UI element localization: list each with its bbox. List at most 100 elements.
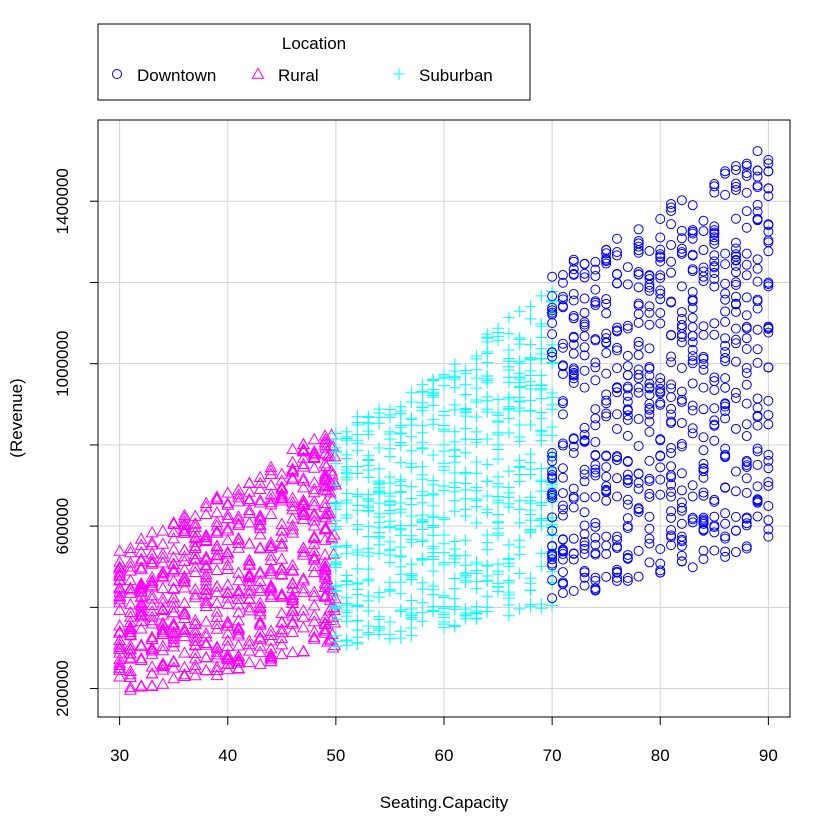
point-rural [156,581,170,594]
point-suburban [502,465,515,478]
point-rural [145,666,159,679]
point-downtown [720,346,731,357]
point-downtown [579,268,590,279]
point-rural [232,598,246,610]
point-downtown [655,318,666,329]
point-rural [178,667,191,680]
point-suburban [351,583,364,596]
point-downtown [698,545,709,556]
point-rural [134,653,148,666]
point-rural [156,566,170,579]
point-downtown [633,382,644,393]
point-downtown [720,508,731,519]
point-rural [188,517,202,529]
point-rural [210,648,224,660]
point-suburban [459,467,472,480]
point-downtown [698,432,709,443]
point-suburban [459,388,472,401]
point-rural [318,435,332,448]
point-rural [178,543,191,555]
point-rural [167,525,181,538]
point-rural [286,455,300,467]
point-downtown [612,322,622,333]
point-suburban [416,513,429,526]
point-rural [167,517,181,529]
y-tick-label: 600000 [53,498,72,555]
point-downtown [579,567,590,578]
point-downtown [612,247,622,258]
point-downtown [579,469,590,480]
point-suburban [351,562,364,575]
point-downtown [763,166,774,177]
point-suburban [470,557,483,570]
point-rural [145,644,159,656]
point-rural [242,554,256,566]
point-downtown [763,226,774,237]
point-downtown [601,471,612,482]
point-rural [156,602,170,614]
point-suburban [416,385,429,398]
point-rural [156,603,170,616]
point-rural [134,562,148,575]
point-rural [123,683,137,695]
point-suburban [416,473,429,486]
point-rural [242,492,256,505]
point-suburban [535,331,548,344]
point-downtown [763,191,774,202]
point-downtown [601,298,612,309]
point-downtown [666,540,677,551]
point-rural [327,600,341,612]
point-downtown [644,301,655,312]
point-rural [221,578,235,590]
point-rural [123,652,137,664]
point-downtown [644,455,655,466]
point-downtown [568,365,579,376]
point-suburban [394,603,407,616]
point-rural [156,625,170,638]
point-suburban [470,352,483,365]
point-suburban [362,459,375,472]
point-downtown [741,379,752,390]
point-suburban [383,403,396,416]
point-rural [307,498,321,511]
point-rural [134,622,148,634]
point-rural [221,650,235,663]
point-downtown [666,379,677,390]
point-downtown [676,502,687,513]
point-downtown [579,259,590,270]
point-downtown [687,344,698,355]
point-rural [296,581,310,594]
point-rural [167,562,181,575]
point-downtown [763,237,774,248]
point-rural [264,564,278,576]
point-rural [134,579,148,591]
point-rural [307,482,321,495]
point-rural [275,631,289,643]
legend-box [97,23,531,101]
point-rural [296,508,310,520]
point-downtown [741,310,752,321]
point-downtown [752,511,763,522]
point-rural [123,621,137,633]
point-rural [275,552,289,564]
point-rural [221,558,235,570]
point-rural [221,627,235,639]
point-downtown [730,511,741,522]
point-downtown [763,322,774,333]
point-suburban [362,501,375,514]
point-suburban [448,425,461,438]
point-rural [253,581,267,593]
point-downtown [730,299,741,310]
point-rural [286,472,300,485]
point-rural [264,588,278,600]
point-downtown [644,282,655,293]
point-suburban [383,442,396,455]
point-downtown [655,565,666,576]
point-rural [113,638,127,650]
point-downtown [655,399,666,410]
point-rural [167,629,181,642]
point-downtown [676,320,687,331]
point-downtown [730,243,741,254]
point-downtown [741,513,752,524]
point-downtown [709,520,720,531]
